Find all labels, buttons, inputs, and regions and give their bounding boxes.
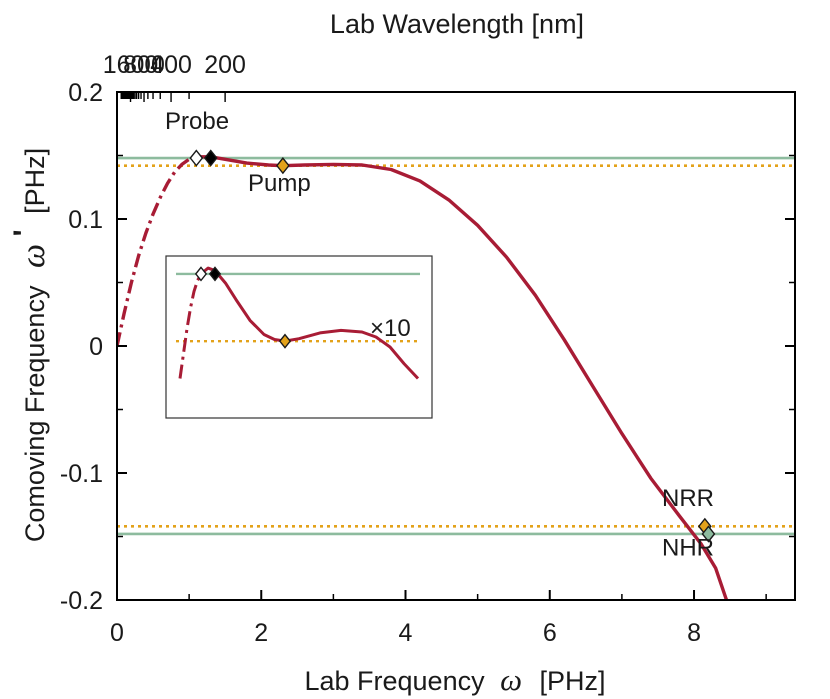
inset-inset-probe-filled bbox=[208, 266, 222, 282]
y-axis-omega: ω bbox=[15, 244, 52, 268]
annotation-nhr: NHR bbox=[662, 535, 714, 562]
y-axis-unit: [PHz] bbox=[20, 148, 50, 214]
y-tick-label: -0.2 bbox=[60, 587, 103, 615]
x-tick-label: 2 bbox=[254, 619, 268, 647]
y-tick-label: -0.1 bbox=[60, 460, 103, 488]
annotations: Probe Pump NRR NHR bbox=[165, 108, 714, 562]
series-line-0 bbox=[117, 155, 197, 347]
x-tick-label: 6 bbox=[543, 619, 557, 647]
x-tick-label: 0 bbox=[110, 619, 124, 647]
inset-scale-label: ×10 bbox=[370, 315, 411, 342]
x-axis-omega: ω bbox=[500, 662, 522, 697]
annotation-probe: Probe bbox=[165, 108, 229, 135]
y-tick-label: 0 bbox=[89, 333, 103, 361]
series-line-1 bbox=[196, 155, 729, 600]
x-axis-title: Lab Frequency ω [PHz] bbox=[304, 662, 605, 697]
top-tick-label: 200 bbox=[204, 51, 246, 79]
y-axis-title: Comoving Frequency ω ' [PHz] bbox=[8, 148, 52, 542]
top-axis-title: Lab Wavelength [nm] bbox=[330, 9, 584, 39]
y-axis-prime: ' bbox=[8, 229, 41, 236]
y-tick-label: 0.1 bbox=[68, 206, 103, 234]
x-axis-unit: [PHz] bbox=[540, 666, 606, 696]
markers bbox=[189, 149, 716, 543]
inset-inset-probe-open bbox=[194, 266, 208, 282]
marker-pump bbox=[275, 157, 290, 175]
x-tick-label: 8 bbox=[687, 619, 701, 647]
top-tick-label: 800 bbox=[123, 51, 165, 79]
x-axis-title-text: Lab Frequency bbox=[304, 666, 485, 696]
marker-nhr bbox=[701, 525, 716, 543]
inset: ×10 bbox=[165, 255, 433, 419]
top-tick-label: 400 bbox=[150, 51, 192, 79]
y-tick-label: 0.2 bbox=[68, 79, 103, 107]
inset-frame bbox=[165, 255, 433, 419]
inset-inset-pump bbox=[278, 333, 292, 349]
x-tick-label: 4 bbox=[399, 619, 413, 647]
top-tick-label: 1600 bbox=[103, 51, 159, 79]
annotation-pump: Pump bbox=[248, 170, 311, 197]
annotation-nrr: NRR bbox=[662, 485, 714, 512]
marker-probe-filled bbox=[203, 149, 218, 167]
plot-area bbox=[117, 155, 795, 600]
y-axis-title-text: Comoving Frequency bbox=[20, 285, 50, 542]
inset-plot-area bbox=[176, 266, 420, 380]
marker-probe-open bbox=[189, 149, 204, 167]
